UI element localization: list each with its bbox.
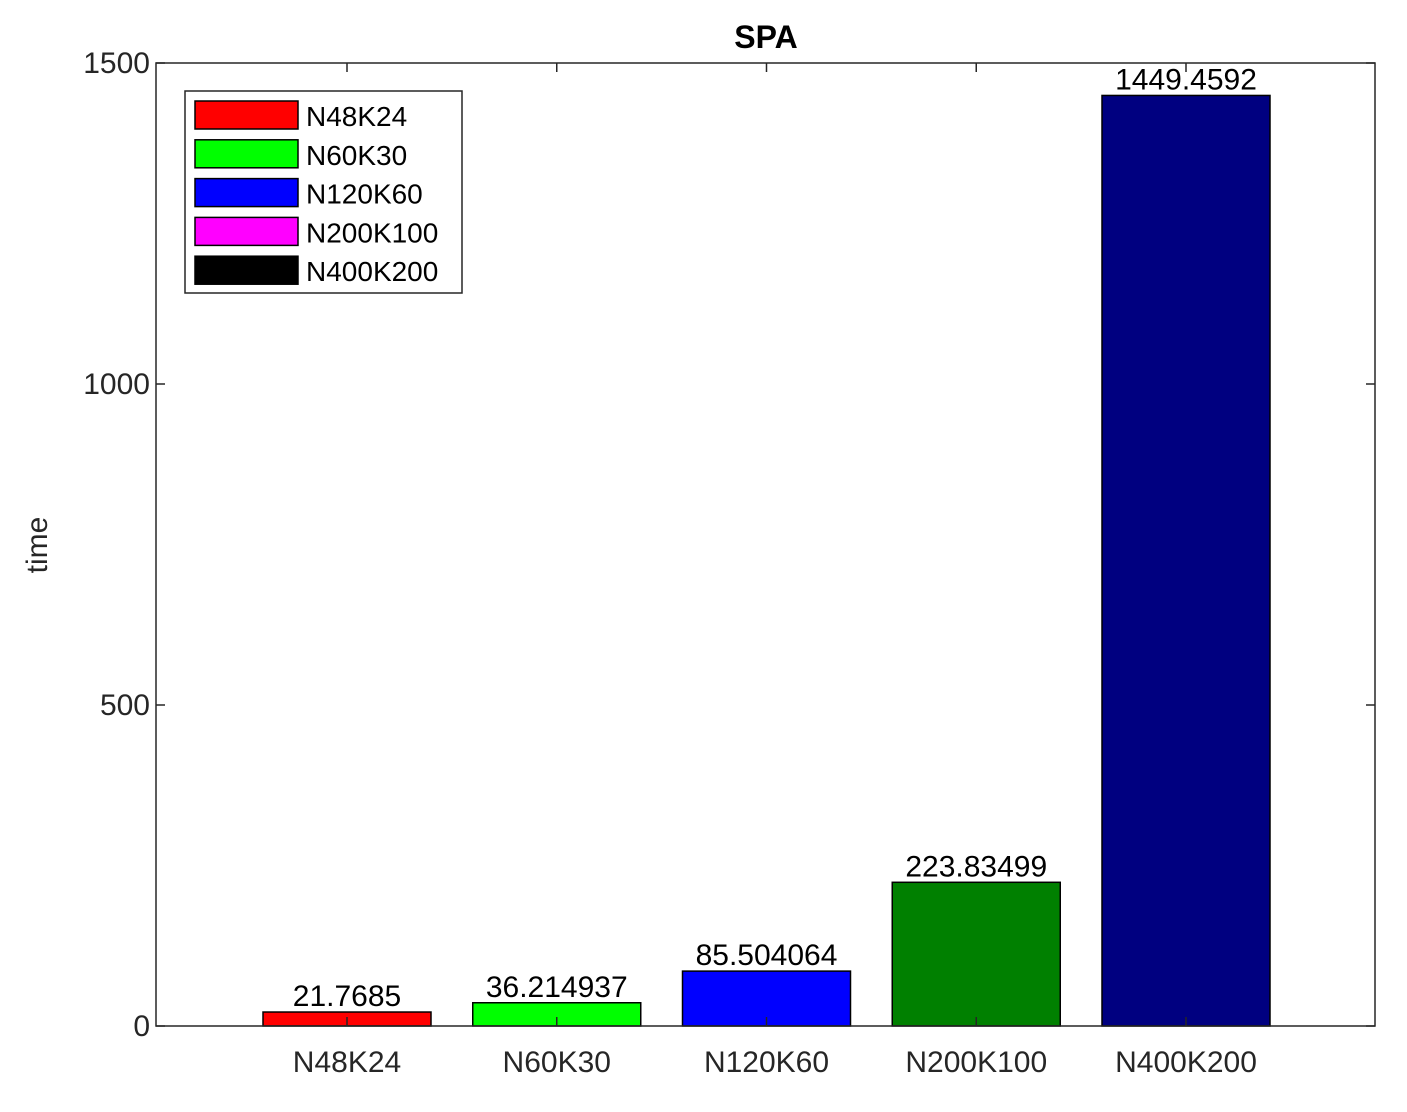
legend-label: N48K24 [306,101,407,132]
data-label: 85.504064 [696,939,838,972]
bar-n120k60 [681,970,852,1027]
y-tick-label: 500 [100,689,150,722]
bar-n200k100 [891,881,1061,1027]
y-tick-label: 1500 [83,47,150,80]
plot-area-frame [155,62,1376,1027]
data-label: 21.7685 [293,980,401,1013]
legend-swatch [194,100,299,130]
y-axis: 0 500 1000 1500 [83,47,1375,1043]
x-tick-label: N120K60 [704,1046,829,1079]
bar-n400k200 [1101,94,1271,1027]
y-axis-label: time [21,517,54,574]
legend-label: N60K30 [306,140,407,171]
legend: N48K24 N60K30 N120K60 N200K100 N400K200 [184,90,463,294]
legend-swatch [194,255,299,285]
x-tick-label: N200K100 [905,1046,1047,1079]
legend-swatch [194,139,299,169]
legend-swatch [194,177,299,208]
y-tick-label: 0 [133,1010,150,1043]
legend-swatch [194,216,299,247]
legend-label: N400K200 [306,256,438,287]
legend-label: N200K100 [306,217,438,248]
legend-label: N120K60 [306,179,423,210]
x-tick-label: N60K30 [503,1046,611,1079]
x-axis: N48K24 N60K30 N120K60 N200K100 N400K200 [293,63,1257,1079]
x-tick-label: N400K200 [1115,1046,1257,1079]
chart-title: SPA [734,19,797,55]
data-label: 36.214937 [486,971,628,1004]
data-label: 223.83499 [905,850,1047,883]
y-tick-label: 1000 [83,368,150,401]
x-tick-label: N48K24 [293,1046,401,1079]
bars: 21.7685 36.21493785.504064223.834991449.4… [262,63,1271,1027]
